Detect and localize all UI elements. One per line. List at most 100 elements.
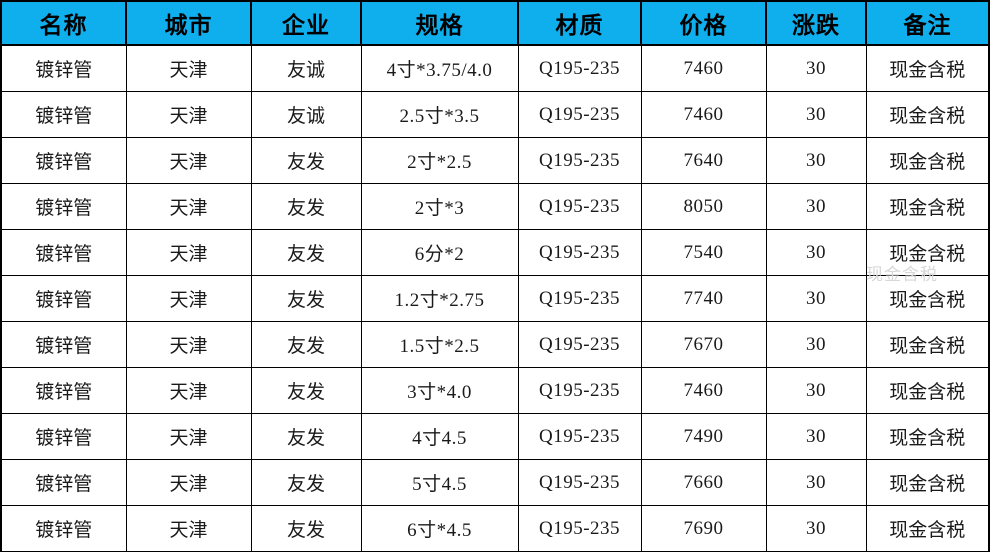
cell-name: 镀锌管 [1,91,127,138]
cell-price: 7670 [641,321,767,368]
cell-ent: 友发 [251,137,362,184]
cell-ent: 友发 [251,459,362,506]
cell-note: 现金含税 [866,505,989,552]
cell-note: 现金含税 [866,137,989,184]
column-header-price[interactable]: 价格 [641,1,767,46]
cell-city: 天津 [126,183,252,230]
cell-note: 现金含税 [866,45,989,92]
cell-city: 天津 [126,45,252,92]
cell-city: 天津 [126,505,252,552]
cell-note: 现金含税 [866,91,989,138]
cell-city: 天津 [126,229,252,276]
cell-mat: Q195-235 [518,275,642,322]
cell-name: 镀锌管 [1,321,127,368]
table-row: 镀锌管 天津 友发 6分*2 Q195-235 7540 30 现金含税 [1,229,989,276]
cell-mat: Q195-235 [518,459,642,506]
cell-ent: 友发 [251,367,362,414]
cell-chg: 30 [766,321,867,368]
table-row: 镀锌管 天津 友发 5寸4.5 Q195-235 7660 30 现金含税 [1,459,989,506]
cell-spec: 4寸*3.75/4.0 [361,45,519,92]
cell-name: 镀锌管 [1,229,127,276]
cell-chg: 30 [766,505,867,552]
table-body: 镀锌管 天津 友诚 4寸*3.75/4.0 Q195-235 7460 30 现金含税 镀锌管天… [1,45,989,552]
cell-spec: 6寸*4.5 [361,505,519,552]
column-header-ent[interactable]: 企业 [251,1,362,46]
cell-mat: Q195-235 [518,91,642,138]
cell-note: 现金含税 [866,275,989,322]
cell-spec: 5寸4.5 [361,459,519,506]
cell-price: 7690 [641,505,767,552]
cell-ent: 友发 [251,413,362,460]
table-row: 镀锌管 天津 友发 6寸*4.5 Q195-235 7690 30 现金含税 [1,505,989,552]
cell-mat: Q195-235 [518,229,642,276]
cell-spec: 4寸4.5 [361,413,519,460]
cell-mat: Q195-235 [518,367,642,414]
cell-mat: Q195-235 [518,321,642,368]
cell-spec: 1.5寸*2.5 [361,321,519,368]
cell-spec: 2寸*2.5 [361,137,519,184]
cell-ent: 友发 [251,321,362,368]
cell-city: 天津 [126,459,252,506]
column-header-spec[interactable]: 规格 [361,1,519,46]
cell-price: 7460 [641,91,767,138]
cell-ent: 友发 [251,275,362,322]
table-row: 镀锌管 天津 友发 1.5寸*2.5 Q195-235 7670 30 现金含税 [1,321,989,368]
cell-ent: 友发 [251,183,362,230]
cell-spec: 6分*2 [361,229,519,276]
cell-note: 现金含税 [866,229,989,276]
column-header-name[interactable]: 名称 [1,1,127,46]
cell-price: 7490 [641,413,767,460]
table-row: 镀锌管 天津 友发 2寸*2.5 Q195-235 7640 30 现金含税 [1,137,989,184]
cell-name: 镀锌管 [1,183,127,230]
cell-ent: 友发 [251,229,362,276]
table-row: 镀锌管 天津 友诚 4寸*3.75/4.0 Q195-235 7460 30 现金含税 [1,45,989,92]
cell-chg: 30 [766,229,867,276]
cell-price: 7460 [641,45,767,92]
cell-city: 天津 [126,137,252,184]
cell-name: 镀锌管 [1,137,127,184]
cell-price: 7640 [641,137,767,184]
cell-ent: 友诚 [251,91,362,138]
cell-mat: Q195-235 [518,505,642,552]
header-row: 名称 城市 企业 规格 材质 价格 涨跌 备注 [1,1,989,46]
cell-note: 现金含税 [866,321,989,368]
cell-price: 7740 [641,275,767,322]
cell-ent: 友诚 [251,45,362,92]
cell-ent: 友发 [251,505,362,552]
cell-note: 现金含税 [866,459,989,506]
cell-mat: Q195-235 [518,183,642,230]
table-row: 镀锌管 天津 友发 1.2寸*2.75 Q195-235 7740 30 现金含税 [1,275,989,322]
cell-mat: Q195-235 [518,137,642,184]
cell-chg: 30 [766,91,867,138]
cell-spec: 2.5寸*3.5 [361,91,519,138]
cell-city: 天津 [126,367,252,414]
cell-name: 镀锌管 [1,367,127,414]
cell-spec: 2寸*3 [361,183,519,230]
column-header-note[interactable]: 备注 [866,1,989,46]
cell-note: 现金含税 [866,183,989,230]
table-row: 镀锌管 天津 友发 3寸*4.0 Q195-235 7460 30 现金含税 [1,367,989,414]
cell-note: 现金含税 [866,367,989,414]
cell-city: 天津 [126,321,252,368]
cell-chg: 30 [766,45,867,92]
column-header-mat[interactable]: 材质 [518,1,642,46]
column-header-chg[interactable]: 涨跌 [766,1,867,46]
column-header-city[interactable]: 城市 [126,1,252,46]
cell-mat: Q195-235 [518,45,642,92]
cell-name: 镀锌管 [1,45,127,92]
cell-mat: Q195-235 [518,413,642,460]
cell-city: 天津 [126,413,252,460]
table-row: 镀锌管 天津 友发 2寸*3 Q195-235 8050 30 现金含税 [1,183,989,230]
cell-name: 镀锌管 [1,275,127,322]
table-row: 镀锌管 天津 友发 4寸4.5 Q195-235 7490 30 现金含税 [1,413,989,460]
cell-chg: 30 [766,183,867,230]
cell-note: 现金含税 [866,413,989,460]
table-row: 镀锌管 天津 友诚 2.5寸*3.5 Q195-235 7460 30 现金含税 [1,91,989,138]
cell-spec: 1.2寸*2.75 [361,275,519,322]
cell-name: 镀锌管 [1,505,127,552]
cell-price: 7540 [641,229,767,276]
cell-price: 7460 [641,367,767,414]
cell-chg: 30 [766,367,867,414]
